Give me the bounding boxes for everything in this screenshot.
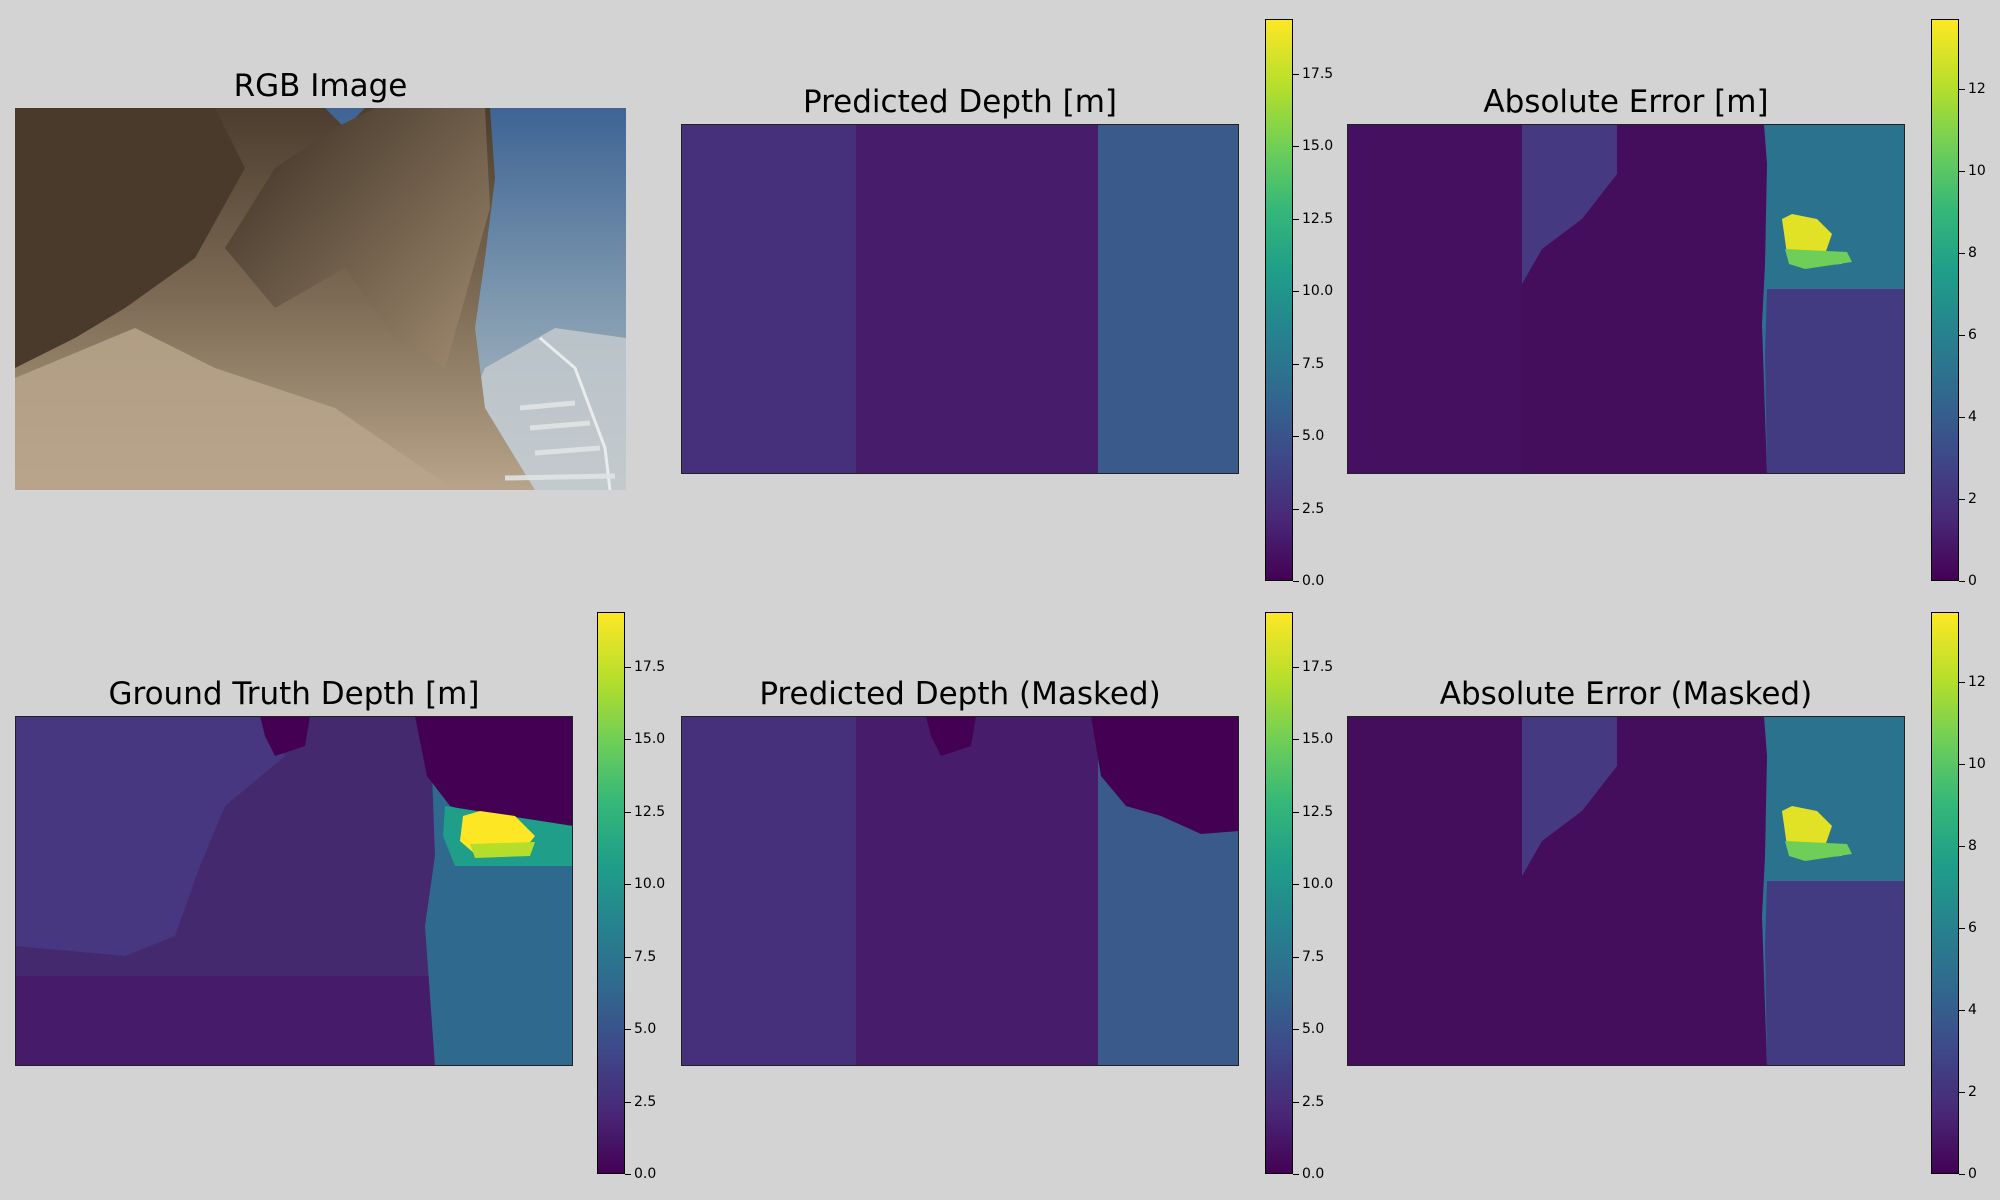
ground-truth-depth-colorbar-tick: [625, 667, 631, 669]
predicted-depth-colorbar-tick-label: 17.5: [1302, 66, 1334, 83]
absolute-error-colorbar-tick: [1959, 252, 1965, 254]
ground-truth-depth-colorbar-tick: [625, 1174, 631, 1175]
absolute-error-colorbar-tick-label: 2: [1968, 490, 1977, 507]
ground-truth-depth-colorbar-tick-label: 5.0: [634, 1021, 657, 1038]
absolute-error-title: Absolute Error [m]: [1483, 84, 1769, 120]
predicted-depth-masked-colorbar-tick: [1293, 1174, 1299, 1175]
predicted-depth-masked-colorbar-tick-label: 0.0: [1302, 1166, 1325, 1182]
absolute-error-map: [1347, 124, 1905, 474]
predicted-depth-colorbar: [1265, 19, 1293, 581]
predicted-depth-map: [681, 124, 1239, 474]
ground-truth-depth-colorbar-tick: [625, 739, 631, 741]
predicted-depth-masked-colorbar-tick-label: 2.5: [1302, 1093, 1325, 1110]
ground-truth-depth-colorbar-tick-label: 15.0: [634, 731, 666, 748]
predicted-depth-masked-colorbar-tick-label: 5.0: [1302, 1021, 1325, 1038]
predicted-depth-masked-colorbar-tick: [1293, 1029, 1299, 1031]
ground-truth-depth-colorbar-tick: [625, 811, 631, 813]
absolute-error-masked-colorbar: [1931, 612, 1959, 1174]
predicted-depth-colorbar-tick: [1293, 218, 1299, 220]
absolute-error-colorbar-tick: [1959, 170, 1965, 172]
absolute-error-masked-colorbar-tick-label: 2: [1968, 1083, 1977, 1100]
predicted-depth-colorbar-tick-label: 15.0: [1302, 138, 1334, 155]
predicted-depth-colorbar-tick: [1293, 291, 1299, 293]
predicted-depth-masked-colorbar-tick: [1293, 811, 1299, 813]
absolute-error-colorbar: [1931, 19, 1959, 581]
predicted-depth-colorbar-tick: [1293, 363, 1299, 365]
predicted-depth-masked-colorbar-tick: [1293, 884, 1299, 886]
predicted-depth-masked-map: [681, 716, 1239, 1066]
absolute-error-colorbar-tick-label: 4: [1968, 408, 1977, 425]
absolute-error-masked-colorbar-tick: [1959, 927, 1965, 929]
predicted-depth-masked-colorbar-tick-label: 15.0: [1302, 731, 1334, 748]
ground-truth-depth-colorbar-tick-label: 0.0: [634, 1166, 657, 1182]
absolute-error-masked-colorbar-tick: [1959, 1174, 1965, 1175]
ground-truth-depth-colorbar-tick-label: 7.5: [634, 948, 657, 965]
predicted-depth-masked-colorbar-tick: [1293, 1101, 1299, 1103]
absolute-error-colorbar-tick: [1959, 416, 1965, 418]
predicted-depth-masked-colorbar-tick: [1293, 667, 1299, 669]
absolute-error-masked-colorbar-tick: [1959, 681, 1965, 683]
predicted-depth-colorbar-tick: [1293, 74, 1299, 76]
absolute-error-colorbar-tick-label: 6: [1968, 326, 1977, 343]
ground-truth-depth-map: [15, 716, 573, 1066]
absolute-error-masked-colorbar-tick-label: 12: [1968, 673, 1986, 690]
absolute-error-colorbar-tick: [1959, 581, 1965, 582]
absolute-error-masked-colorbar-tick: [1959, 1009, 1965, 1011]
ground-truth-depth-colorbar-tick: [625, 884, 631, 886]
absolute-error-masked-colorbar-tick-label: 10: [1968, 755, 1986, 772]
predicted-depth-colorbar-tick-label: 10.0: [1302, 283, 1334, 300]
absolute-error-masked-colorbar-tick: [1959, 1091, 1965, 1093]
predicted-depth-masked-title: Predicted Depth (Masked): [759, 676, 1161, 712]
rgb-image-title: RGB Image: [233, 68, 408, 104]
absolute-error-colorbar-tick-label: 12: [1968, 80, 1986, 97]
predicted-depth-colorbar-tick-label: 7.5: [1302, 355, 1325, 372]
predicted-depth-masked-colorbar-tick: [1293, 956, 1299, 958]
ground-truth-depth-colorbar: [597, 612, 625, 1174]
predicted-depth-colorbar-tick: [1293, 581, 1299, 582]
predicted-depth-colorbar-tick: [1293, 508, 1299, 510]
ground-truth-depth-colorbar-tick: [625, 1029, 631, 1031]
predicted-depth-colorbar-tick-label: 2.5: [1302, 500, 1325, 517]
ground-truth-depth-colorbar-tick: [625, 956, 631, 958]
absolute-error-colorbar-tick: [1959, 334, 1965, 336]
absolute-error-colorbar-tick-label: 8: [1968, 244, 1977, 261]
ground-truth-depth-colorbar-tick-label: 10.0: [634, 876, 666, 893]
ground-truth-depth-title: Ground Truth Depth [m]: [108, 676, 480, 712]
predicted-depth-colorbar-tick: [1293, 146, 1299, 148]
absolute-error-masked-map: [1347, 716, 1905, 1066]
absolute-error-colorbar-tick-label: 10: [1968, 162, 1986, 179]
predicted-depth-colorbar-tick-label: 12.5: [1302, 210, 1334, 227]
ground-truth-depth-colorbar-tick-label: 2.5: [634, 1093, 657, 1110]
absolute-error-colorbar-tick: [1959, 88, 1965, 90]
predicted-depth-masked-colorbar-tick-label: 10.0: [1302, 876, 1334, 893]
absolute-error-masked-colorbar-tick-label: 4: [1968, 1001, 1977, 1018]
predicted-depth-masked-colorbar-tick-label: 12.5: [1302, 803, 1334, 820]
absolute-error-masked-colorbar-tick: [1959, 845, 1965, 847]
absolute-error-colorbar-tick-label: 0: [1968, 573, 1977, 589]
predicted-depth-colorbar-tick: [1293, 436, 1299, 438]
absolute-error-masked-colorbar-tick-label: 8: [1968, 837, 1977, 854]
absolute-error-colorbar-tick: [1959, 498, 1965, 500]
absolute-error-masked-colorbar-tick-label: 6: [1968, 919, 1977, 936]
predicted-depth-masked-colorbar-tick: [1293, 739, 1299, 741]
ground-truth-depth-colorbar-tick-label: 12.5: [634, 803, 666, 820]
absolute-error-masked-colorbar-tick: [1959, 763, 1965, 765]
predicted-depth-masked-colorbar-tick-label: 17.5: [1302, 659, 1334, 676]
rgb-image: [15, 108, 626, 490]
absolute-error-masked-title: Absolute Error (Masked): [1439, 676, 1813, 712]
predicted-depth-colorbar-tick-label: 0.0: [1302, 573, 1325, 589]
predicted-depth-title: Predicted Depth [m]: [802, 84, 1118, 120]
ground-truth-depth-colorbar-tick: [625, 1101, 631, 1103]
predicted-depth-masked-colorbar-tick-label: 7.5: [1302, 948, 1325, 965]
absolute-error-masked-colorbar-tick-label: 0: [1968, 1166, 1977, 1182]
predicted-depth-colorbar-tick-label: 5.0: [1302, 428, 1325, 445]
ground-truth-depth-colorbar-tick-label: 17.5: [634, 659, 666, 676]
predicted-depth-masked-colorbar: [1265, 612, 1293, 1174]
